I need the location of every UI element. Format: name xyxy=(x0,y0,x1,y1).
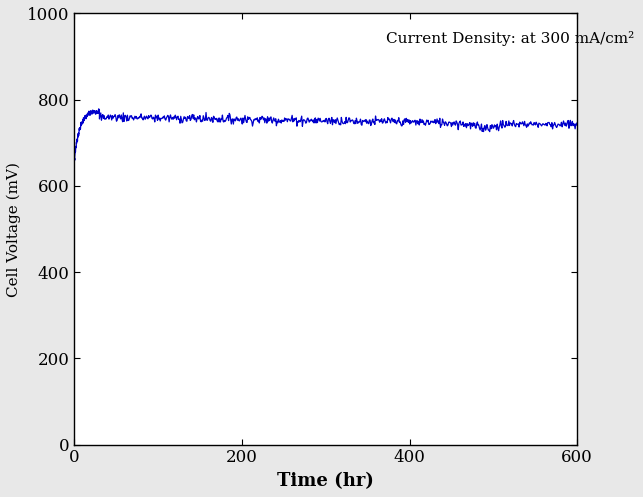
Y-axis label: Cell Voltage (mV): Cell Voltage (mV) xyxy=(7,162,21,297)
X-axis label: Time (hr): Time (hr) xyxy=(277,472,374,490)
Text: Current Density: at 300 mA/cm²: Current Density: at 300 mA/cm² xyxy=(386,31,634,46)
